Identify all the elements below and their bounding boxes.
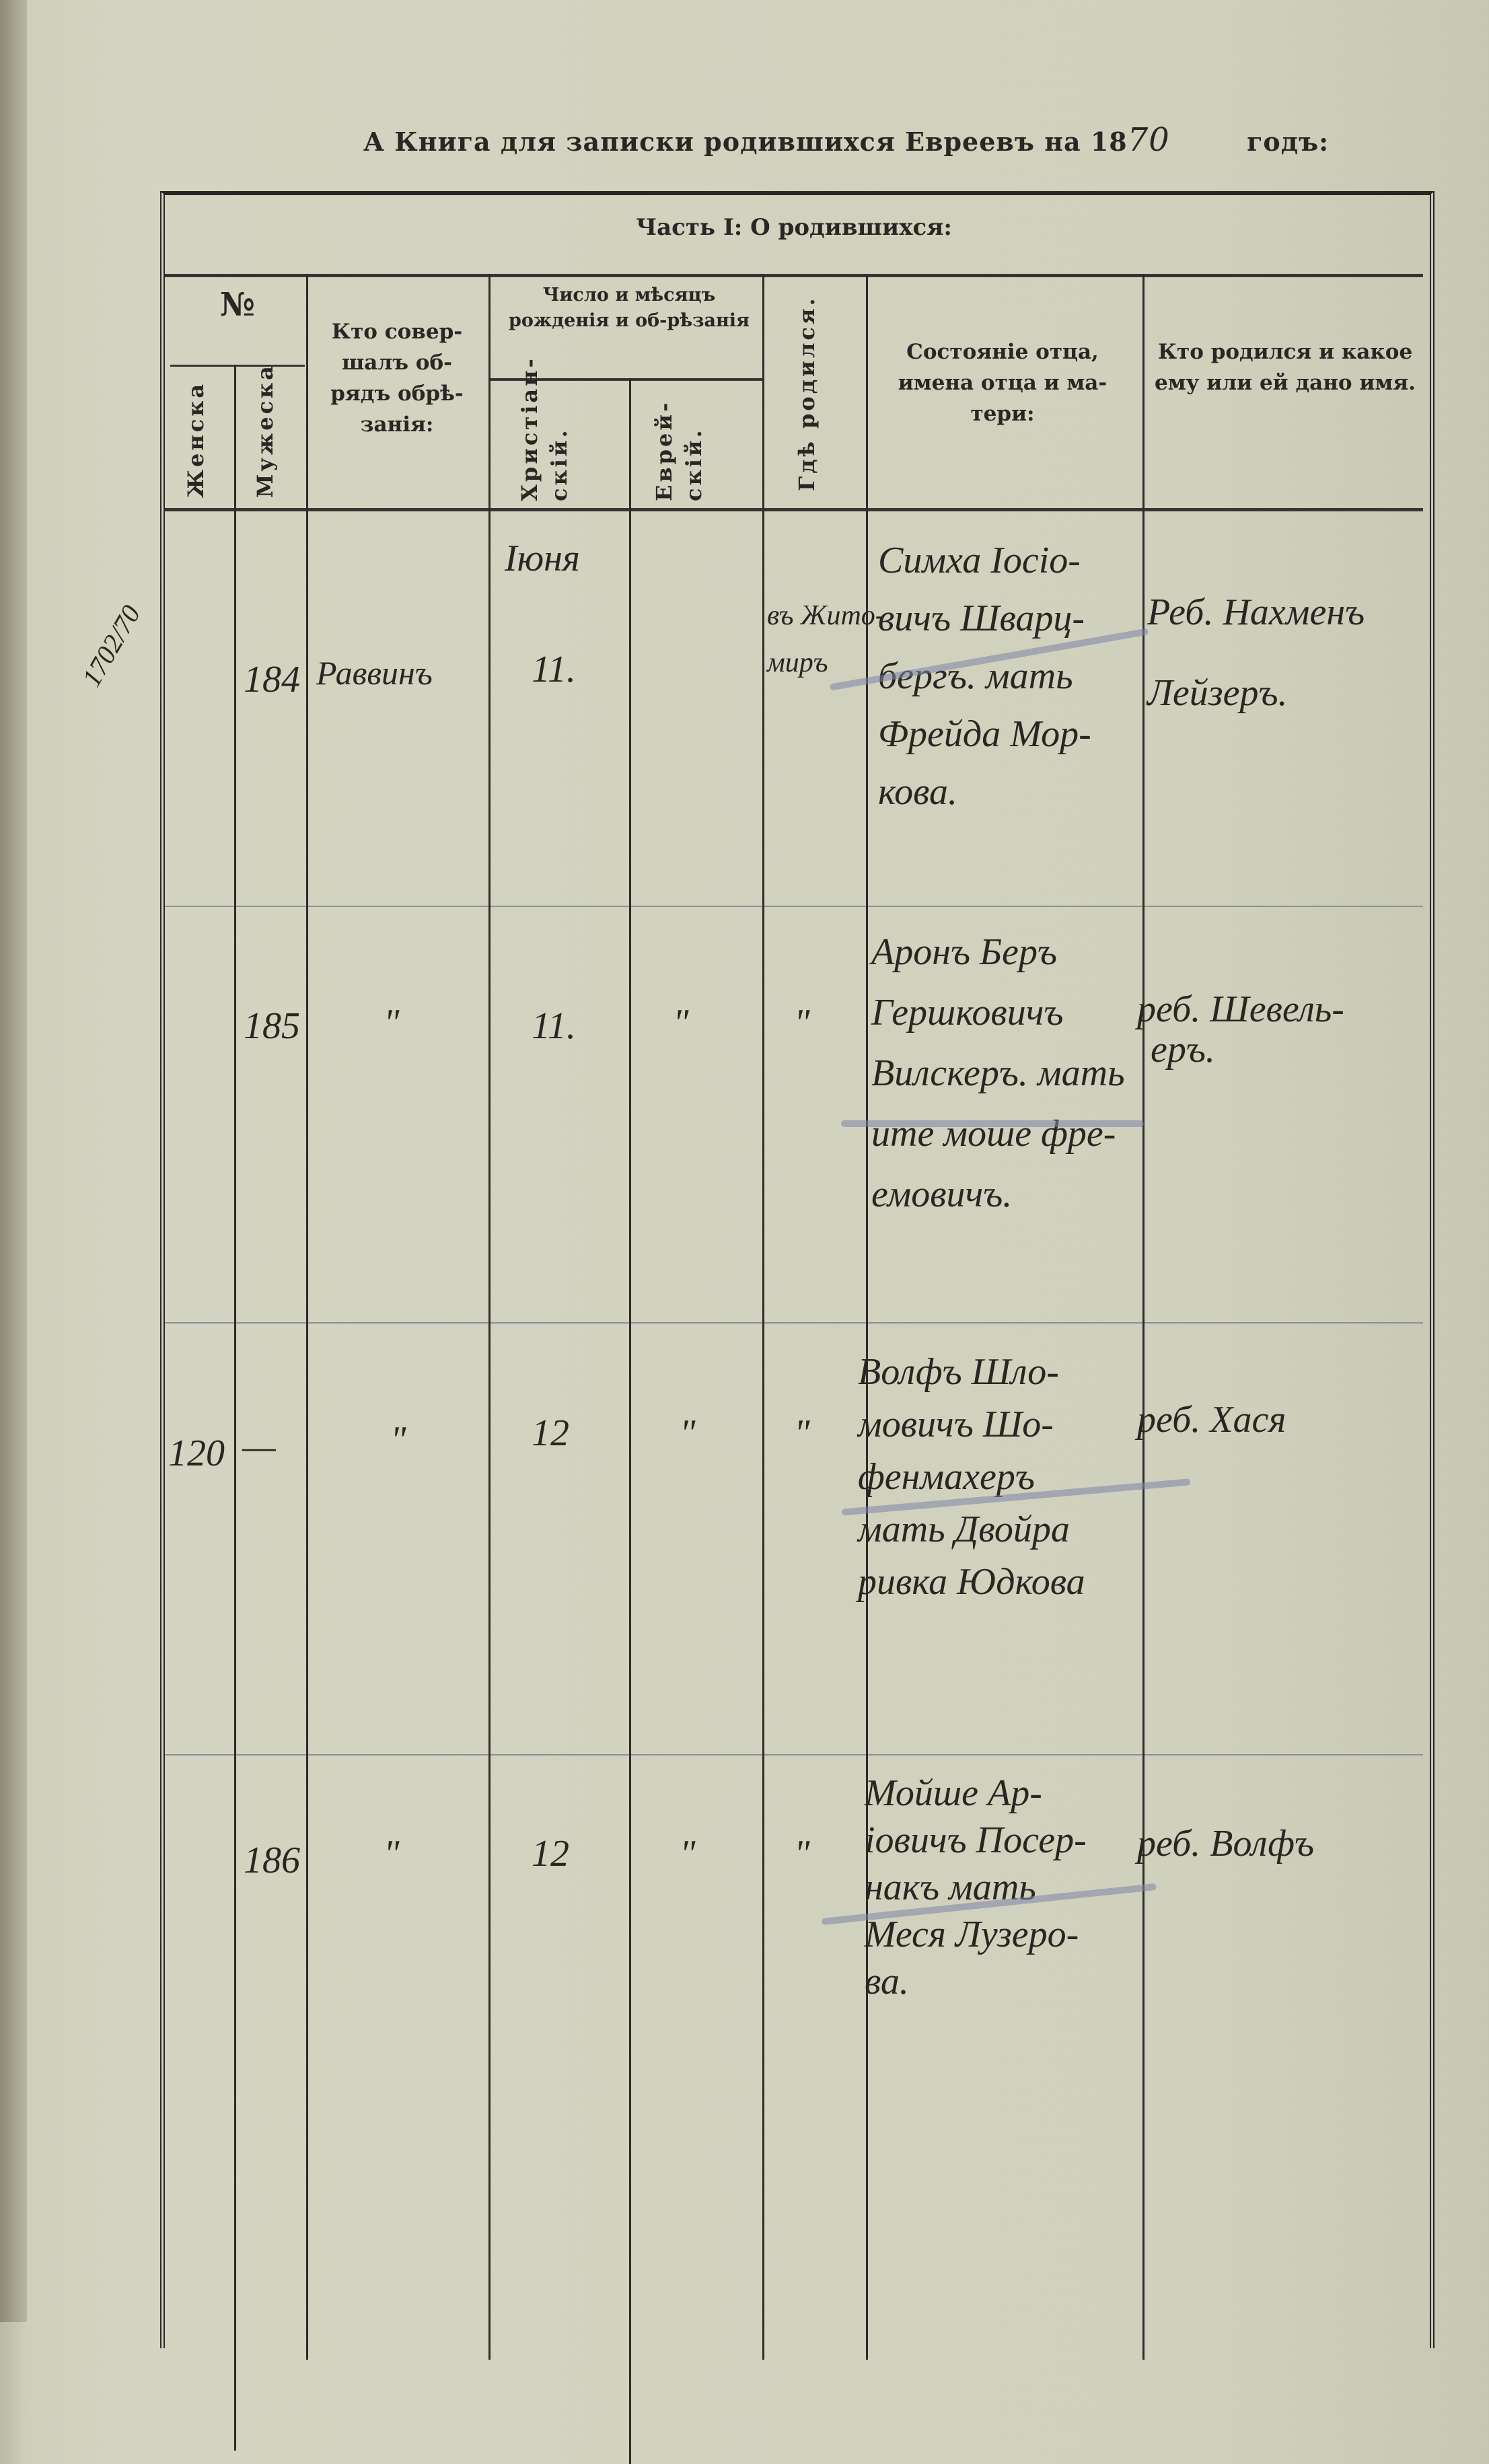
birthplace-line: въ Жито- — [767, 600, 885, 631]
date-subrule — [488, 378, 762, 381]
cell-male-number: 184 — [244, 659, 300, 700]
cell-performer: Раввинъ — [316, 654, 433, 692]
cell-parents: Аронъ Беръ Гершковичъ Вилскеръ. мать ите… — [871, 922, 1125, 1225]
parents-line: ите моше фре- — [871, 1113, 1116, 1155]
cell-child: Реб. Нахменъ Лейзеръ. — [1147, 572, 1365, 733]
col-divider — [762, 274, 764, 2360]
header-date-group: Число и мѣсяцъ рожденія и об-рѣзанія — [509, 285, 750, 331]
row-divider — [165, 1754, 1423, 1755]
header-number: № — [219, 286, 256, 324]
parents-line: Симха Іосіо- — [878, 540, 1081, 581]
parents-line: Аронъ Беръ — [871, 931, 1058, 973]
parents-line: іовичъ Посер- — [865, 1819, 1087, 1861]
parents-line: мать Двойра — [858, 1509, 1070, 1550]
header-performer: Кто совер-шалъ об-рядъ обрѣ-занія: — [330, 320, 464, 437]
header-birthplace: Гдѣ родился. — [794, 295, 820, 491]
header-christian: Христіан-скій. — [517, 356, 572, 501]
cell-birthplace: " — [794, 1412, 810, 1454]
page-title: А Книга для записки родившихся Евреевъ н… — [363, 121, 1329, 159]
cell-parents: Волфъ Шло- мовичъ Шо- фенмахеръ мать Дво… — [858, 1346, 1085, 1608]
cell-female-number: 120 — [168, 1433, 225, 1474]
parents-line: Меся Лузеро- — [865, 1914, 1079, 1955]
col-divider — [866, 274, 868, 2360]
col-divider — [488, 274, 491, 2360]
cell-jewish-day: " — [680, 1412, 696, 1454]
col-divider — [306, 274, 308, 2360]
register-table — [160, 191, 1434, 2348]
cell-christian-day: 11. — [532, 649, 576, 690]
cell-month: Іюня — [505, 538, 580, 579]
cell-birthplace: " — [794, 1833, 810, 1875]
row-divider — [165, 1322, 1423, 1324]
col-divider — [1142, 274, 1145, 2360]
parents-line: Волфъ Шло- — [858, 1351, 1059, 1393]
cell-performer: " — [384, 1002, 400, 1044]
cell-performer: " — [390, 1419, 406, 1461]
header-female: Женска — [183, 381, 209, 498]
parents-line: емовичъ. — [871, 1173, 1013, 1215]
title-suffix: годъ: — [1247, 126, 1330, 157]
pencil-underline — [841, 1120, 1144, 1127]
child-line: еръ. — [1151, 1029, 1215, 1071]
cell-performer: " — [384, 1833, 400, 1875]
number-subrule — [170, 365, 305, 367]
cell-male-number: — — [242, 1426, 276, 1467]
cell-christian-day: 12 — [532, 1833, 569, 1875]
parents-line: мовичъ Шо- — [858, 1404, 1054, 1445]
parents-line: кова. — [878, 771, 957, 813]
parents-line: фенмахеръ — [858, 1456, 1035, 1498]
header-jewish: Еврей-скій. — [651, 400, 706, 501]
parents-line: ривка Юдкова — [858, 1561, 1085, 1603]
cell-christian-day: 12 — [532, 1412, 569, 1454]
cell-christian-day: 11. — [532, 1005, 576, 1047]
cell-child: реб. Волфъ — [1137, 1823, 1315, 1864]
birthplace-line: миръ — [767, 647, 828, 678]
child-line: Лейзеръ. — [1147, 672, 1288, 714]
header-child: Кто родился и какое ему или ей дано имя. — [1155, 340, 1416, 395]
cell-parents: Мойше Ар- іовичъ Посер- накъ мать Меся Л… — [865, 1770, 1087, 2005]
row-divider — [165, 906, 1423, 907]
col-divider — [234, 365, 236, 2451]
title-printed: А Книга для записки родившихся Евреевъ н… — [363, 126, 1128, 157]
cell-jewish-day: " — [680, 1833, 696, 1875]
cell-male-number: 185 — [244, 1005, 300, 1047]
margin-note: 1702/70 — [75, 600, 147, 692]
cell-birthplace: " — [794, 1002, 810, 1044]
header-rule — [165, 274, 1423, 277]
parents-line: Гершковичъ — [871, 992, 1064, 1034]
parents-line: Фрейда Мор- — [878, 713, 1091, 755]
cell-parents: Симха Іосіо- вичъ Шварц- бергъ. мать Фре… — [878, 532, 1091, 821]
book-binding — [0, 0, 27, 2322]
title-year: 70 — [1127, 121, 1170, 159]
cell-child: реб. Хася — [1137, 1399, 1286, 1441]
child-line: Реб. Нахменъ — [1147, 591, 1365, 633]
parents-line: вичъ Шварц- — [878, 597, 1085, 639]
header-male: Мужеска — [252, 363, 278, 498]
parents-line: Вилскеръ. мать — [871, 1052, 1125, 1094]
child-line: реб. Шевель- — [1137, 988, 1344, 1030]
header-parents: Состояніе отца, имена отца и ма-тери: — [898, 340, 1107, 426]
col-divider — [629, 378, 631, 2464]
parents-line: ва. — [865, 1961, 909, 2002]
cell-male-number: 186 — [244, 1840, 300, 1881]
body-rule — [165, 508, 1423, 511]
cell-birthplace: въ Жито- миръ — [767, 592, 885, 686]
part-title: Часть I: О родившихся: — [636, 214, 952, 241]
cell-jewish-day: " — [673, 1002, 689, 1044]
parents-line: Мойше Ар- — [865, 1772, 1042, 1814]
cell-child: реб. Шевель- еръ. — [1137, 989, 1344, 1070]
